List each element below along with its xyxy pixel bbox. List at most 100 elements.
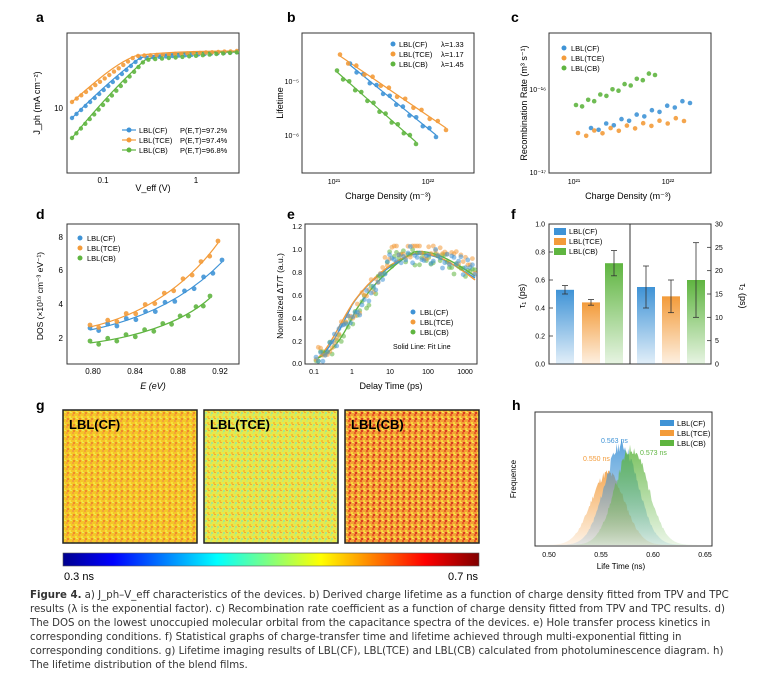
scatter-point-cb [187, 54, 192, 59]
scatter-point-cf [350, 314, 356, 320]
scatter-point-cf [133, 317, 139, 323]
scatter-point-tce [180, 276, 186, 282]
scatter-point-tce [79, 93, 84, 98]
scatter-point-tce [142, 302, 148, 307]
panel-d-fit-tce [89, 242, 219, 328]
scatter-point-cf [410, 260, 415, 266]
scatter-point-tce [624, 123, 630, 128]
scatter-point-cf [357, 312, 363, 318]
scatter-point-cf [444, 251, 450, 257]
scatter-point-tce [133, 311, 139, 317]
legend-label: LBL(CF) [420, 308, 449, 317]
legend-value: λ=1.45 [441, 60, 464, 69]
scatter-point-tce [354, 63, 359, 68]
scatter-point-cf [172, 299, 178, 304]
scatter-point-cf [322, 352, 328, 358]
scatter-point-cf [128, 63, 134, 69]
peak-label-cb: 0.573 ns [640, 450, 667, 457]
scatter-point-tce [673, 115, 679, 121]
scatter-point-cf [442, 260, 448, 266]
scatter-point-cb [640, 77, 646, 83]
panel-h-frame [534, 411, 713, 547]
panel-a-frame [66, 32, 240, 174]
scatter-point-cb [604, 93, 609, 99]
scatter-point-cf [642, 114, 647, 119]
scatter-point-cf [664, 103, 670, 108]
legend-label: LBL(CB) [571, 64, 600, 73]
scatter-point-tce [368, 277, 374, 282]
scatter-point-tce [470, 256, 475, 261]
panel-d-ytick: 6 [59, 266, 64, 275]
panel-d-xtick: 0.80 [85, 367, 101, 376]
scatter-point-tce [198, 259, 204, 264]
scatter-point-cb [118, 83, 124, 89]
scatter-point-cf [313, 354, 319, 360]
scatter-point-cf [325, 349, 330, 355]
legend-label: LBL(TCE) [420, 318, 454, 327]
panel-h-letter: h [512, 397, 521, 413]
scatter-point-tce [166, 52, 172, 57]
legend-label: LBL(CF) [571, 44, 600, 53]
panel-c-legend: LBL(CF) LBL(TCE) LBL(CB) [561, 44, 605, 73]
scatter-point-tce [355, 301, 360, 307]
scatter-point-cb [140, 60, 146, 65]
panel-e-ytick: 0.4 [292, 316, 302, 323]
panel-e-xlabel: Delay Time (ps) [359, 381, 422, 391]
scatter-point-cb [166, 55, 171, 61]
scatter-point-cb [598, 92, 603, 97]
lifetime-map-cf [62, 409, 198, 544]
legend-value: λ=1.33 [441, 40, 464, 49]
panel-g-letter: g [36, 397, 45, 413]
scatter-point-cb [151, 328, 157, 334]
scatter-point-tce [430, 243, 436, 249]
panel-d-letter: d [36, 206, 45, 222]
scatter-point-cf [611, 123, 617, 128]
scatter-point-tce [135, 53, 141, 59]
scatter-point-tce [681, 118, 687, 124]
scatter-point-cf [329, 339, 335, 345]
scatter-point-cf [78, 107, 84, 113]
figure-canvas: a J_ph (mA cm⁻²) V_eff (V) 10 0.1 1 LBL(… [32, 9, 748, 583]
scatter-point-cf [315, 358, 321, 364]
legend-value: P(E,T)=97.2% [180, 126, 228, 135]
scatter-point-cb [221, 51, 226, 56]
legend-label: LBL(TCE) [571, 54, 605, 63]
legend-label: LBL(TCE) [87, 244, 121, 253]
scatter-point-tce [384, 263, 390, 268]
panel-h-xtick: 0.60 [646, 552, 660, 559]
scatter-point-tce [189, 272, 195, 278]
panel-f-ytick-right: 5 [715, 338, 719, 345]
scatter-point-tce [583, 133, 589, 139]
scatter-point-cb [131, 69, 137, 75]
scatter-point-tce [437, 245, 443, 251]
panel-a-xtick: 1 [194, 176, 199, 185]
scatter-point-cf [182, 288, 187, 294]
scatter-point-cb [83, 121, 88, 127]
scatter-point-tce [121, 62, 126, 68]
scatter-point-cb [114, 338, 120, 344]
scatter-point-cf [345, 313, 351, 319]
scatter-point-cf [414, 255, 420, 260]
scatter-point-tce [142, 53, 147, 58]
scatter-point-cf [380, 91, 386, 97]
panel-c-ytick: 10⁻¹⁶ [529, 87, 546, 94]
legend-label: LBL(TCE) [139, 136, 173, 145]
panel-d-ytick: 4 [59, 300, 64, 309]
scatter-point-cb [173, 55, 178, 60]
legend-label: LBL(TCE) [677, 429, 711, 438]
scatter-point-cb [389, 263, 395, 269]
scatter-point-cb [646, 71, 652, 76]
scatter-point-cf [472, 272, 478, 277]
scatter-point-cb [610, 87, 615, 92]
lifetime-map-tce [203, 409, 339, 544]
panel-e-letter: e [287, 206, 295, 222]
scatter-point-cb [383, 111, 388, 116]
scatter-point-cb [451, 271, 457, 277]
scatter-point-tce [215, 238, 221, 244]
scatter-point-tce [600, 131, 605, 136]
scatter-point-cf [97, 91, 102, 97]
panel-d-fit-cb [89, 297, 211, 344]
panel-f-legend: LBL(CF) LBL(TCE) LBL(CB) [554, 227, 603, 256]
panel-a-ylabel: J_ph (mA cm⁻²) [32, 71, 42, 134]
scatter-point-cb [616, 88, 621, 93]
